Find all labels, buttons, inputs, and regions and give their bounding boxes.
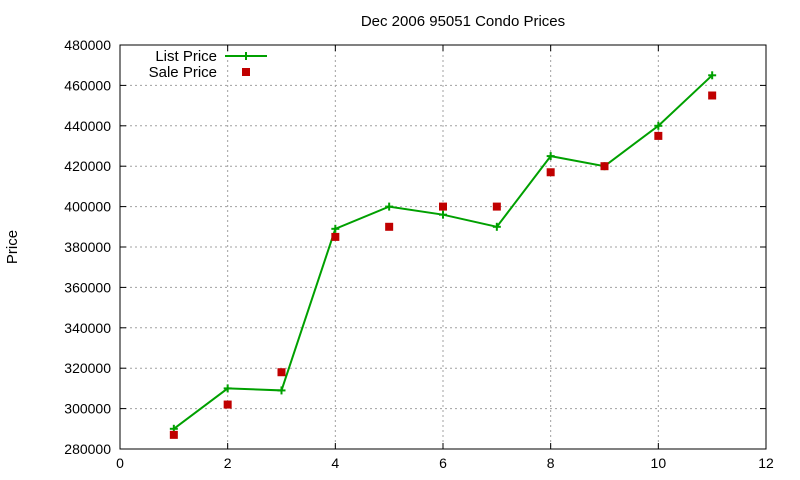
x-tick-label: 12 [758,455,774,471]
data-point-list-price [492,222,501,231]
legend-marker-list-price [242,52,250,60]
data-point-list-price [654,121,663,130]
data-point-sale-price [492,202,501,211]
axis-ticks: 0 2 4 6 8 10 12 280000 300000 320000 340000 360000 3… [64,37,774,471]
data-point-sale-price [385,222,394,231]
data-point-list-price [385,202,394,211]
x-tick-label: 0 [116,455,124,471]
data-point-sale-price [331,232,340,241]
y-tick-label: 420000 [64,158,111,174]
legend-label-list-price: List Price [155,48,217,65]
data-point-list-price [546,152,555,161]
data-point-list-price [223,384,232,393]
data-point-list-price [708,71,717,80]
data-point-sale-price [708,91,717,100]
data-point-sale-price [277,368,286,377]
y-tick-label: 300000 [64,401,111,417]
y-tick-label: 320000 [64,360,111,376]
y-tick-label: 380000 [64,239,111,255]
legend-label-sale-price: Sale Price [149,64,217,81]
data-point-sale-price [654,131,663,140]
y-tick-label: 340000 [64,320,111,336]
data-point-list-price [277,386,286,395]
y-tick-label: 440000 [64,118,111,134]
legend-marker-sale-price [242,68,250,76]
data-point-sale-price [600,162,609,171]
x-tick-label: 8 [547,455,555,471]
data-point-sale-price [169,430,178,439]
x-tick-label: 4 [331,455,339,471]
y-tick-label: 360000 [64,279,111,295]
data-point-list-price [439,210,447,219]
data-point-sale-price [546,168,555,177]
y-tick-label: 280000 [64,441,111,457]
x-tick-label: 2 [224,455,232,471]
y-tick-label: 480000 [64,37,111,53]
y-axis-label: Price [4,230,21,264]
y-tick-label: 400000 [64,199,111,215]
data-point-list-price [331,224,340,233]
chart-title: Dec 2006 95051 Condo Prices [361,13,565,30]
data-point-sale-price [223,400,232,409]
y-tick-label: 460000 [64,77,111,93]
series-layer [169,71,717,439]
x-tick-label: 10 [651,455,667,471]
x-tick-label: 6 [439,455,447,471]
grid [120,45,766,449]
data-point-sale-price [439,202,447,211]
